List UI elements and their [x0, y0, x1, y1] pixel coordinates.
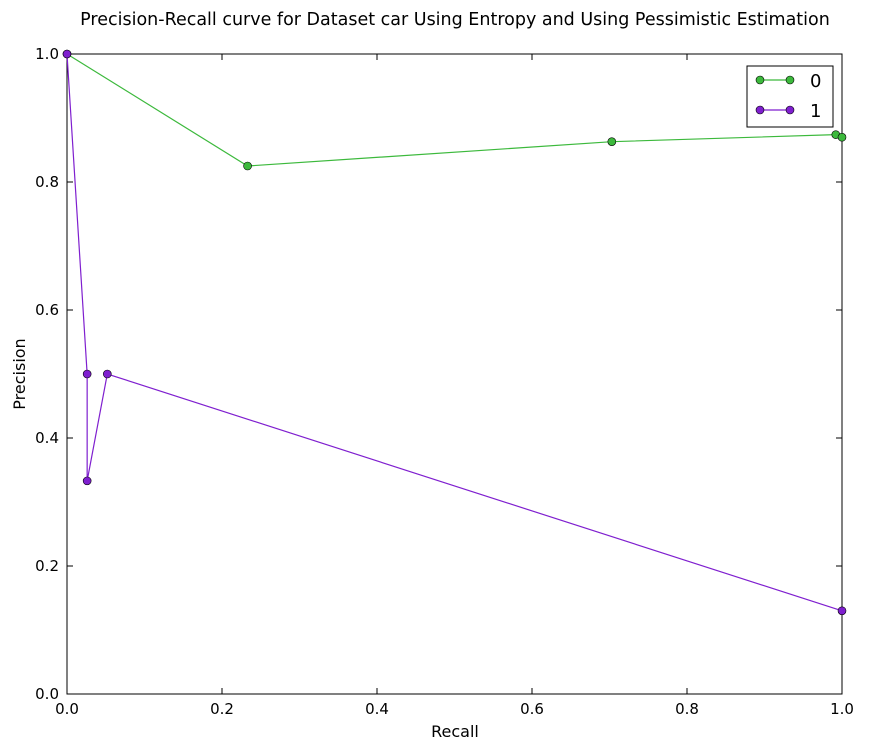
legend-label-0: 0: [810, 71, 821, 92]
data-point-0: [607, 137, 617, 146]
series-markers: [62, 49, 847, 616]
data-point-0: [837, 132, 847, 142]
chart-title: Precision-Recall curve for Dataset car U…: [80, 10, 830, 30]
legend-marker-0: [785, 75, 795, 85]
axis-ticks: [66, 53, 843, 695]
data-point-1: [62, 49, 72, 59]
y-tick-label: 1.0: [35, 45, 59, 63]
legend-entry-0: 0: [755, 71, 821, 92]
y-axis-label: Precision: [10, 338, 29, 409]
legend-marker-1: [785, 105, 795, 115]
x-tick-label: 0.8: [675, 700, 699, 718]
legend-marker-0: [755, 75, 765, 85]
x-tick-label: 1.0: [830, 700, 854, 718]
legend-marker-1: [755, 105, 765, 115]
legend: 0 1: [746, 65, 834, 128]
x-axis-label: Recall: [431, 722, 479, 741]
y-tick-label: 0.6: [35, 301, 59, 319]
data-point-0: [243, 161, 252, 171]
x-tick-label: 0.4: [365, 700, 389, 718]
y-tick-label: 0.2: [35, 557, 59, 575]
legend-entry-1: 1: [755, 101, 821, 122]
y-tick-label: 0.0: [35, 685, 59, 703]
data-point-1: [103, 369, 112, 379]
y-tick-label: 0.8: [35, 173, 59, 191]
x-tick-label: 0.6: [520, 700, 544, 718]
x-tick-label: 0.2: [210, 700, 234, 718]
data-point-1: [837, 606, 847, 616]
axis-tick-labels: 0.0 0.2 0.4 0.6 0.8 1.0 0.0 0.2 0.4 0.6 0.8 1.0: [35, 45, 854, 718]
legend-label-1: 1: [810, 101, 821, 122]
plot-frame: [66, 53, 843, 695]
x-tick-label: 0.0: [55, 700, 79, 718]
y-tick-label: 0.4: [35, 429, 59, 447]
plot-area: 0.0 0.2 0.4 0.6 0.8 1.0 0.0 0.2 0.4 0.6 0.8 1.0: [35, 45, 854, 718]
data-point-1: [82, 369, 92, 379]
data-point-1: [82, 476, 92, 486]
